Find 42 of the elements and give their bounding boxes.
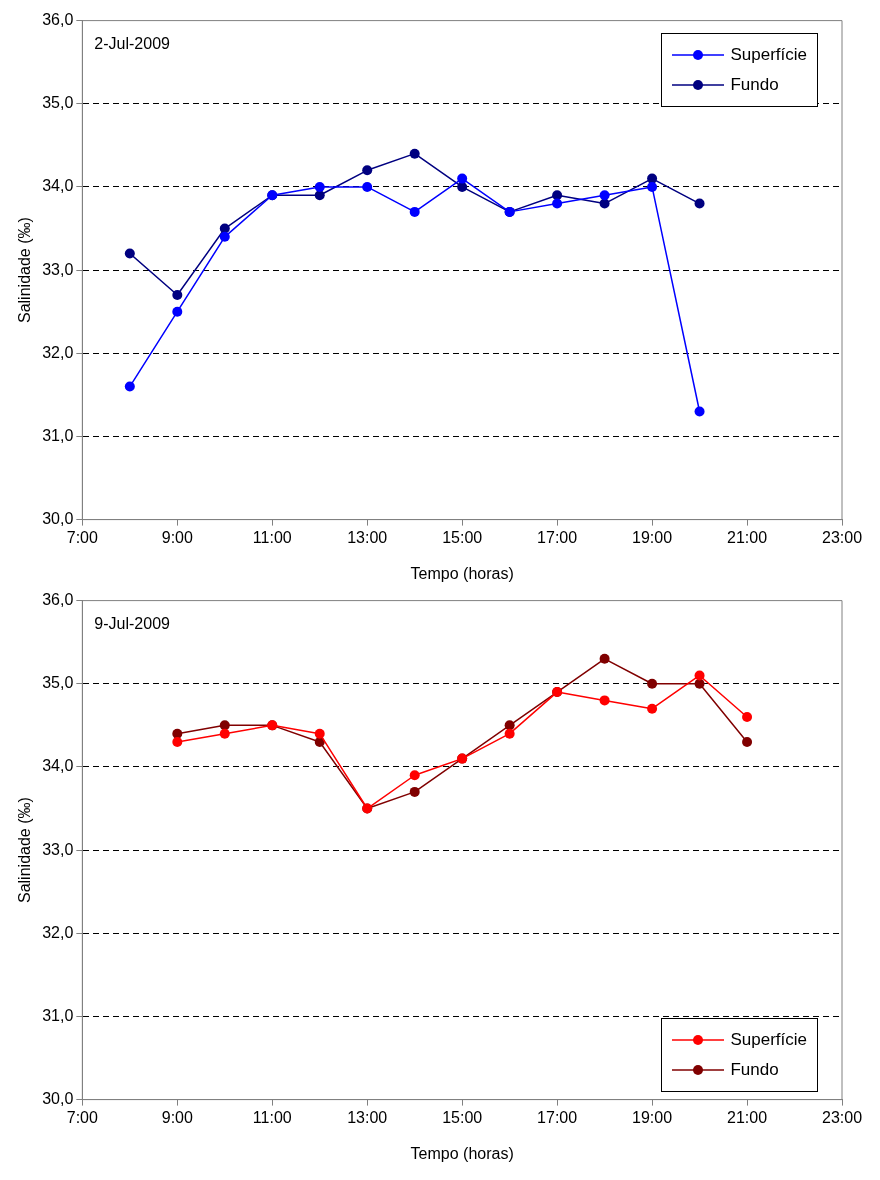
legend-label: Superfície bbox=[730, 44, 807, 65]
x-tick-label: 9:00 bbox=[161, 1108, 193, 1126]
x-tick-label: 21:00 bbox=[727, 1108, 768, 1126]
y-tick-label: 34,0 bbox=[42, 757, 74, 775]
x-tick-label: 17:00 bbox=[537, 1108, 578, 1126]
y-tick-label: 32,0 bbox=[42, 343, 74, 361]
annotation: 2-Jul-2009 bbox=[94, 35, 171, 53]
x-tick-label: 19:00 bbox=[632, 528, 673, 546]
y-tick-label: 31,0 bbox=[42, 426, 74, 444]
x-tick-label: 15:00 bbox=[442, 1108, 483, 1126]
x-axis-title: Tempo (horas) bbox=[410, 564, 514, 582]
x-tick-label: 7:00 bbox=[66, 1108, 99, 1126]
y-tick-label: 35,0 bbox=[42, 94, 74, 112]
x-tick-label: 21:00 bbox=[727, 528, 768, 546]
legend-label: Fundo bbox=[730, 74, 779, 95]
x-tick-label: 13:00 bbox=[347, 528, 388, 546]
y-tick-label: 33,0 bbox=[42, 840, 74, 858]
x-tick-label: 17:00 bbox=[537, 528, 578, 546]
x-tick-label: 7:00 bbox=[66, 528, 99, 546]
x-tick-label: 23:00 bbox=[821, 1108, 863, 1126]
legend-label: Superfície bbox=[730, 1029, 807, 1050]
x-tick-label: 11:00 bbox=[252, 528, 292, 546]
y-tick-label: 34,0 bbox=[42, 177, 74, 195]
y-tick-label: 35,0 bbox=[42, 674, 74, 692]
y-tick-label: 31,0 bbox=[42, 1006, 74, 1024]
y-axis-title: Salinidade (‰) bbox=[16, 797, 34, 904]
x-tick-label: 23:00 bbox=[821, 528, 863, 546]
legend-label: Fundo bbox=[730, 1059, 779, 1080]
x-tick-label: 13:00 bbox=[347, 1108, 388, 1126]
x-tick-label: 19:00 bbox=[632, 1108, 673, 1126]
x-tick-label: 15:00 bbox=[442, 528, 483, 546]
y-axis-title: Salinidade (‰) bbox=[16, 217, 34, 324]
x-tick-label: 11:00 bbox=[252, 1108, 292, 1126]
y-tick-label: 36,0 bbox=[42, 591, 74, 609]
y-tick-label: 30,0 bbox=[42, 1090, 74, 1108]
y-tick-label: 33,0 bbox=[42, 260, 74, 278]
y-tick-label: 30,0 bbox=[42, 510, 74, 528]
x-tick-label: 9:00 bbox=[161, 528, 193, 546]
annotation: 9-Jul-2009 bbox=[94, 615, 171, 633]
y-tick-label: 36,0 bbox=[42, 11, 74, 29]
x-axis-title: Tempo (horas) bbox=[410, 1144, 514, 1162]
y-tick-label: 32,0 bbox=[42, 923, 74, 941]
